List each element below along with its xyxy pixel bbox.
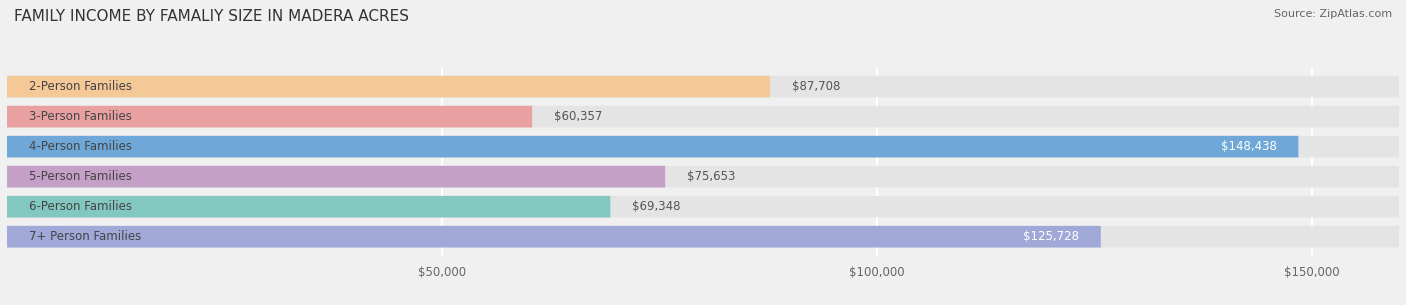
- Text: $87,708: $87,708: [792, 80, 841, 93]
- Text: 7+ Person Families: 7+ Person Families: [28, 230, 141, 243]
- Text: $148,438: $148,438: [1220, 140, 1277, 153]
- FancyBboxPatch shape: [7, 136, 1298, 157]
- FancyBboxPatch shape: [7, 166, 1399, 188]
- FancyBboxPatch shape: [7, 196, 610, 217]
- Text: 3-Person Families: 3-Person Families: [28, 110, 132, 123]
- Text: 6-Person Families: 6-Person Families: [28, 200, 132, 213]
- FancyBboxPatch shape: [7, 106, 1399, 127]
- FancyBboxPatch shape: [7, 106, 531, 127]
- Text: $69,348: $69,348: [633, 200, 681, 213]
- Text: $75,653: $75,653: [688, 170, 735, 183]
- Text: $125,728: $125,728: [1024, 230, 1078, 243]
- FancyBboxPatch shape: [7, 76, 1399, 97]
- Text: 2-Person Families: 2-Person Families: [28, 80, 132, 93]
- FancyBboxPatch shape: [7, 226, 1101, 247]
- Text: 4-Person Families: 4-Person Families: [28, 140, 132, 153]
- FancyBboxPatch shape: [7, 136, 1399, 157]
- FancyBboxPatch shape: [7, 76, 770, 97]
- Text: $60,357: $60,357: [554, 110, 602, 123]
- Text: 5-Person Families: 5-Person Families: [28, 170, 132, 183]
- Text: Source: ZipAtlas.com: Source: ZipAtlas.com: [1274, 9, 1392, 19]
- FancyBboxPatch shape: [7, 196, 1399, 217]
- FancyBboxPatch shape: [7, 166, 665, 188]
- Text: FAMILY INCOME BY FAMALIY SIZE IN MADERA ACRES: FAMILY INCOME BY FAMALIY SIZE IN MADERA …: [14, 9, 409, 24]
- FancyBboxPatch shape: [7, 226, 1399, 247]
